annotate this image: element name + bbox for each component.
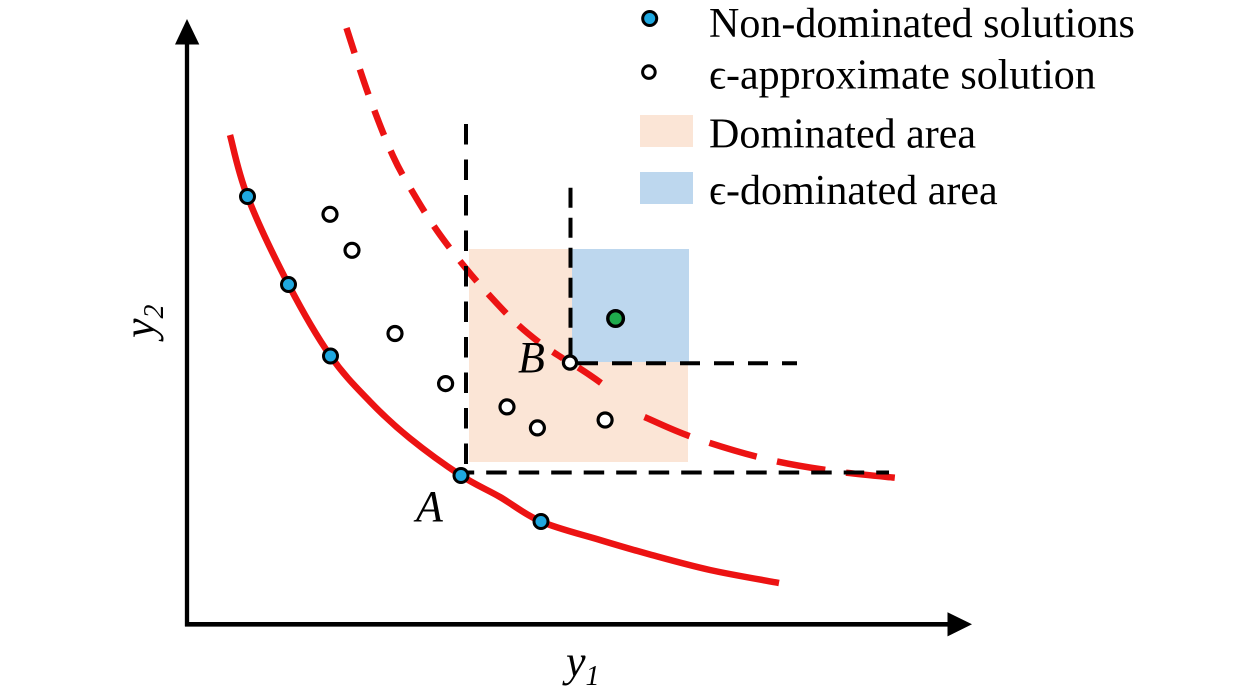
svg-text:Non-dominated solutions: Non-dominated solutions xyxy=(709,1,1135,47)
svg-text:y1: y1 xyxy=(562,637,600,692)
svg-text:ϵ-approximate solution: ϵ-approximate solution xyxy=(709,53,1096,99)
svg-text:Dominated area: Dominated area xyxy=(709,112,976,158)
svg-text:ϵ-dominated area: ϵ-dominated area xyxy=(709,168,998,214)
svg-text:y2: y2 xyxy=(115,304,170,342)
svg-text:B: B xyxy=(518,333,545,382)
svg-text:A: A xyxy=(413,482,444,531)
